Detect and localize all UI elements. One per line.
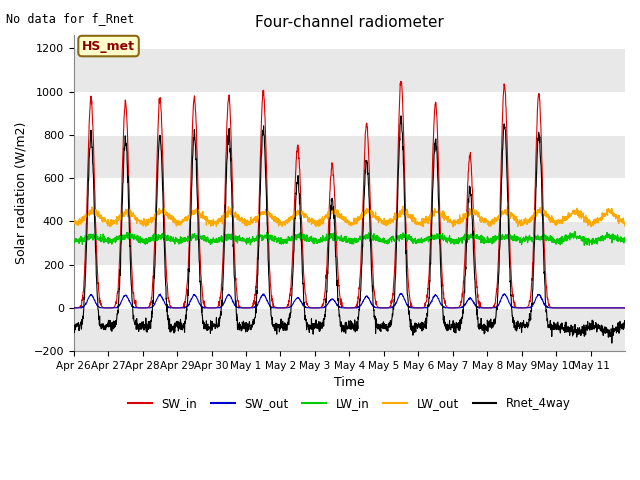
Bar [74,135,625,178]
Bar [74,221,625,264]
Legend: SW_in, SW_out, LW_in, LW_out, Rnet_4way: SW_in, SW_out, LW_in, LW_out, Rnet_4way [124,392,575,415]
Bar [74,48,625,92]
Text: HS_met: HS_met [82,39,135,52]
Y-axis label: Solar radiation (W/m2): Solar radiation (W/m2) [15,122,28,264]
Bar [74,308,625,351]
X-axis label: Time: Time [334,376,365,389]
Text: No data for f_Rnet: No data for f_Rnet [6,12,134,25]
Title: Four-channel radiometer: Four-channel radiometer [255,15,444,30]
